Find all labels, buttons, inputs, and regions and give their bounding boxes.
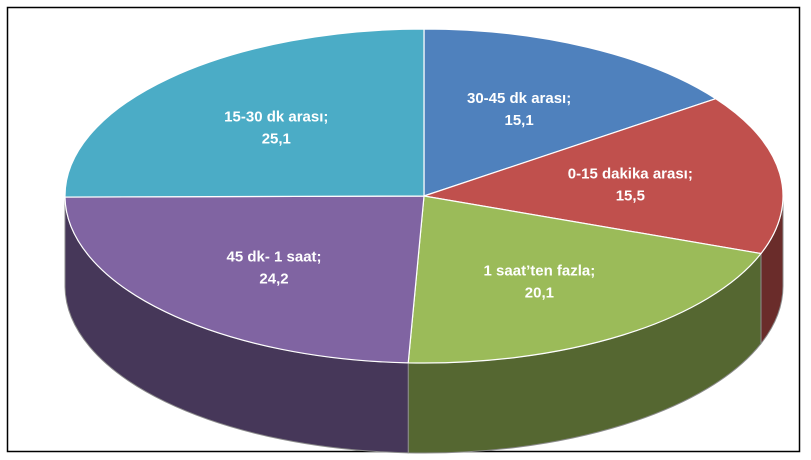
pie-slice (423, 98, 784, 255)
data-label: 45 dk- 1 saat; 24,2 (226, 249, 321, 288)
label-category: 45 dk- 1 saat (226, 249, 316, 266)
data-label: 0-15 dakika arası; 15,5 (568, 166, 693, 205)
pie-slice (407, 195, 763, 364)
label-value: 24,2 (259, 271, 288, 288)
data-labels: 30-45 dk arası; 15,1 0-15 dakika arası; 15,… (224, 90, 693, 302)
label-separator: ; (323, 108, 328, 125)
label-value: 15,1 (505, 112, 534, 129)
label-value: 15,5 (616, 188, 645, 205)
label-separator: ; (590, 262, 595, 279)
pie-sides (64, 195, 784, 454)
label-category: 1 saat’ten fazla (484, 262, 591, 279)
label-value: 20,1 (525, 284, 554, 301)
label-separator: ; (566, 90, 571, 107)
label-category: 30-45 dk arası (467, 90, 566, 107)
pie-tops (64, 28, 784, 364)
label-category: 0-15 dakika arası (568, 166, 688, 183)
data-label: 15-30 dk arası; 25,1 (224, 108, 328, 147)
pie-slice (64, 28, 425, 198)
label-category: 15-30 dk arası (224, 108, 323, 125)
label-separator: ; (317, 249, 322, 266)
data-label: 1 saat’ten fazla; 20,1 (484, 262, 596, 301)
data-label: 30-45 dk arası; 15,1 (467, 90, 571, 129)
pie-slice (423, 28, 718, 197)
label-separator: ; (688, 166, 693, 183)
label-value: 25,1 (262, 130, 291, 147)
pie-slice (64, 195, 425, 364)
